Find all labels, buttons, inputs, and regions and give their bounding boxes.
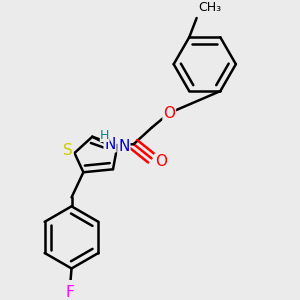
Text: O: O [155,154,167,169]
Text: N: N [118,139,130,154]
Text: CH₃: CH₃ [198,2,221,14]
Text: F: F [66,285,74,300]
Text: O: O [163,106,175,121]
Text: N: N [104,136,116,152]
Text: S: S [63,143,73,158]
Text: H: H [100,129,110,142]
